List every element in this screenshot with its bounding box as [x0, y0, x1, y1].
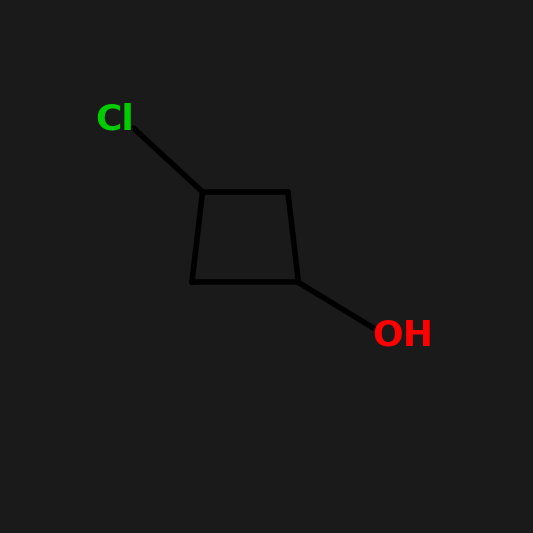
Text: Cl: Cl	[95, 103, 134, 137]
Text: OH: OH	[372, 319, 433, 353]
